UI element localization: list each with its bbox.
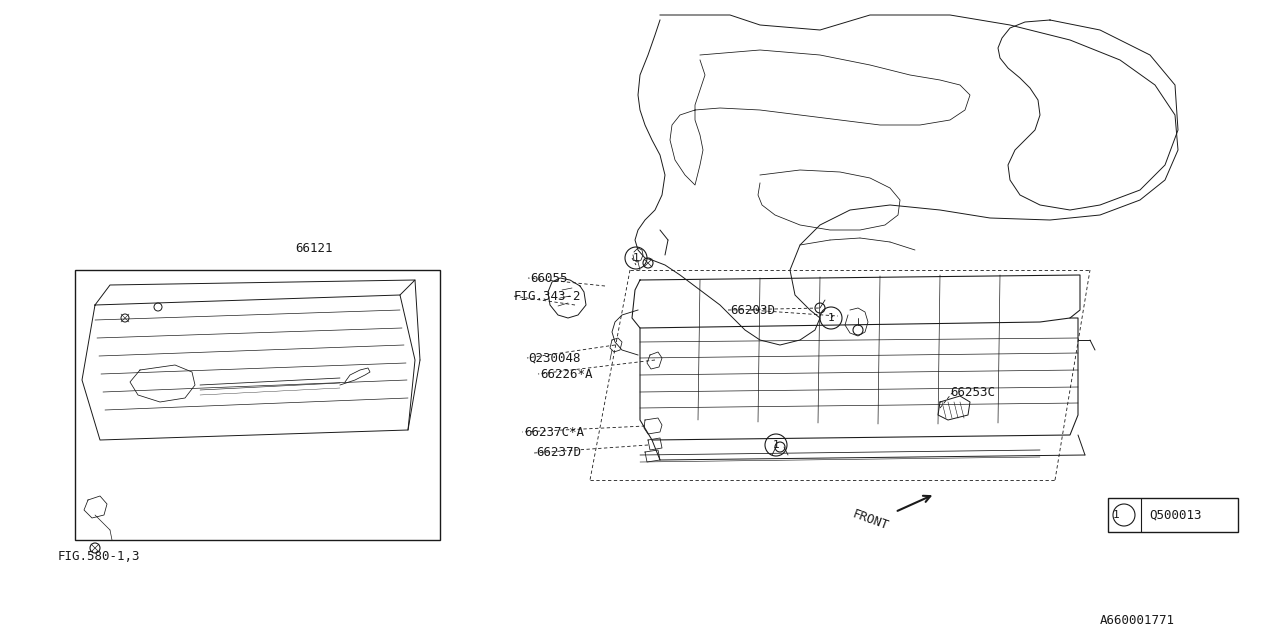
Text: 66237D: 66237D bbox=[536, 447, 581, 460]
Text: FIG.580-1,3: FIG.580-1,3 bbox=[58, 550, 141, 563]
Text: 1: 1 bbox=[1112, 510, 1120, 520]
Text: 1: 1 bbox=[773, 440, 780, 450]
Text: 66237C*A: 66237C*A bbox=[524, 426, 584, 438]
Text: 66253C: 66253C bbox=[950, 387, 995, 399]
Text: 1: 1 bbox=[828, 313, 835, 323]
Text: Q230048: Q230048 bbox=[529, 351, 581, 365]
Bar bbox=[1108, 498, 1238, 532]
Text: Q500013: Q500013 bbox=[1149, 509, 1202, 522]
Text: 66203D: 66203D bbox=[730, 303, 774, 317]
Text: 66121: 66121 bbox=[294, 241, 333, 255]
Text: 66226*A: 66226*A bbox=[540, 367, 593, 381]
Bar bbox=[76, 270, 440, 540]
Text: A660001771: A660001771 bbox=[1100, 614, 1175, 627]
Text: FRONT: FRONT bbox=[850, 508, 890, 532]
Text: FIG.343-2: FIG.343-2 bbox=[515, 289, 581, 303]
Text: 1: 1 bbox=[632, 253, 640, 263]
Text: 66055: 66055 bbox=[530, 271, 567, 285]
